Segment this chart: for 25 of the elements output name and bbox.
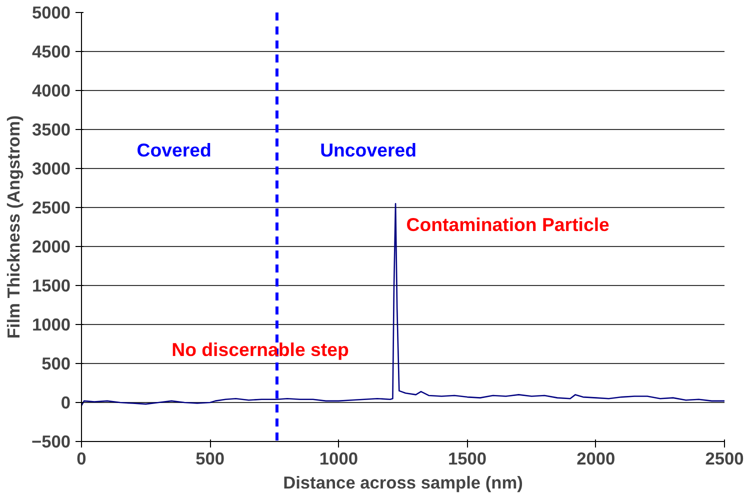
y-axis-title: Film Thickness (Angstrom)	[3, 115, 24, 339]
annotation: Uncovered	[320, 139, 417, 160]
y-tick-label: 2500	[32, 198, 71, 218]
annotation: Contamination Particle	[406, 214, 610, 235]
y-tick-label: 500	[42, 354, 71, 374]
x-tick-label: 2500	[705, 448, 744, 468]
x-tick-label: 2000	[576, 448, 616, 468]
x-tick-label: 500	[196, 448, 225, 468]
y-tick-label: 5000	[32, 2, 71, 22]
x-axis-title: Distance across sample (nm)	[283, 472, 523, 492]
y-tick-label: 0	[60, 392, 71, 412]
x-tick-label: 1500	[448, 448, 487, 468]
line-series	[82, 202, 724, 406]
y-tick-label: 1500	[32, 276, 71, 296]
y-tick-label: 2000	[32, 236, 71, 256]
x-tick-label: 0	[76, 448, 86, 468]
annotation: No discernable step	[172, 339, 349, 360]
y-tick-label: −500	[31, 432, 70, 452]
x-tick-label: 1000	[319, 448, 358, 468]
y-tick-label: 3500	[32, 120, 71, 140]
y-tick-label: 4000	[32, 80, 71, 100]
annotation: Covered	[136, 139, 212, 160]
y-tick-label: 4500	[32, 42, 71, 62]
y-tick-label: 3000	[32, 158, 71, 178]
y-tick-label: 1000	[32, 314, 71, 334]
